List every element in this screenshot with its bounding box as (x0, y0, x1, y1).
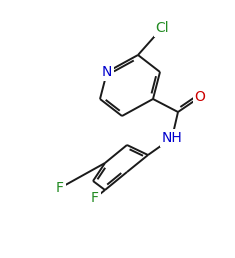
Text: N: N (102, 65, 112, 79)
Text: O: O (195, 90, 205, 104)
Text: F: F (91, 191, 99, 205)
Text: F: F (56, 181, 64, 195)
Text: Cl: Cl (155, 21, 169, 35)
Text: NH: NH (162, 131, 182, 145)
